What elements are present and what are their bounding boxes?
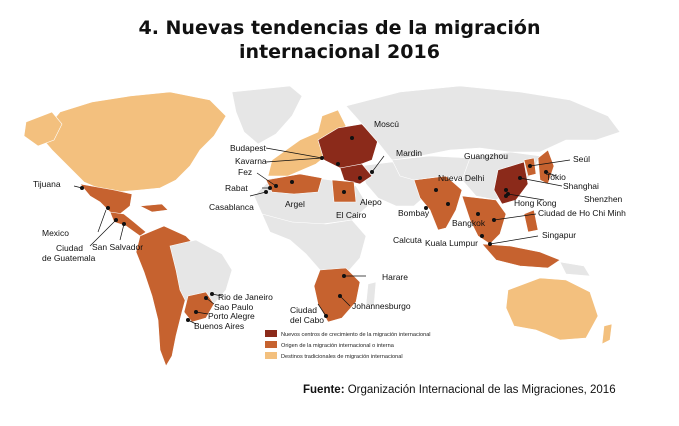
south-asia bbox=[413, 175, 463, 231]
label-bangkok: Bangkok bbox=[452, 218, 486, 228]
label-calcuta: Calcuta bbox=[393, 235, 422, 245]
label-mexico: Mexico bbox=[42, 228, 69, 238]
label-shenzhen: Shenzhen bbox=[584, 194, 623, 204]
title-line-1: 4. Nuevas tendencias de la migración bbox=[138, 17, 541, 39]
legend-swatch-origin bbox=[265, 341, 277, 348]
title-line-2: internacional 2016 bbox=[239, 41, 440, 63]
label-argel: Argel bbox=[285, 199, 305, 209]
north-america bbox=[39, 91, 227, 193]
label-el-cairo: El Cairo bbox=[336, 210, 367, 220]
label-alepo: Alepo bbox=[360, 197, 382, 207]
marker-calcuta bbox=[446, 202, 450, 206]
label-tokio: Tokio bbox=[546, 172, 566, 182]
label-casablanca: Casablanca bbox=[209, 202, 254, 212]
southeast-asia bbox=[461, 195, 507, 245]
central-africa bbox=[261, 213, 367, 281]
legend-label-origin: Origen de la migración internacional o i… bbox=[281, 343, 395, 349]
legend-label-new-centers: Nuevos centros de crecimiento de la migr… bbox=[281, 332, 431, 338]
marker-moscu bbox=[350, 136, 354, 140]
label-seul: Seúl bbox=[573, 154, 590, 164]
label-harare: Harare bbox=[382, 272, 408, 282]
japan bbox=[537, 149, 555, 185]
source-text: Organización Internacional de las Migrac… bbox=[347, 384, 616, 396]
maghreb bbox=[265, 173, 323, 195]
label-kuala-lumpur: Kuala Lumpur bbox=[425, 238, 478, 248]
australia bbox=[505, 277, 599, 341]
europe-east bbox=[317, 123, 379, 169]
china-east bbox=[493, 161, 529, 205]
syria-turkey bbox=[339, 163, 373, 185]
papua bbox=[559, 261, 591, 277]
marker-bangkok bbox=[476, 212, 480, 216]
madagascar bbox=[365, 281, 377, 307]
label-moscu: Moscú bbox=[374, 119, 399, 129]
marker-kuala-lumpur bbox=[480, 234, 484, 238]
marker-shenzhen bbox=[504, 194, 508, 198]
label-buenos-aires: Buenos Aires bbox=[194, 321, 244, 331]
central-america bbox=[109, 211, 147, 237]
legend-label-traditional: Destinos tradicionales de migración inte… bbox=[281, 354, 403, 360]
label-tijuana: Tijuana bbox=[33, 179, 61, 189]
southern-africa bbox=[313, 267, 361, 323]
legend-swatch-new-centers bbox=[265, 330, 277, 337]
label-ciudad-del-cabo: Ciudad del Cabo bbox=[290, 305, 324, 325]
marker-alepo bbox=[358, 176, 362, 180]
label-shanghai: Shanghai bbox=[563, 181, 599, 191]
marker-bombay bbox=[424, 206, 428, 210]
label-budapest: Budapest bbox=[230, 143, 267, 153]
label-johannesburgo: Johannesburgo bbox=[352, 301, 411, 311]
marker-guangzhou bbox=[504, 188, 508, 192]
label-kavarna: Kavarna bbox=[235, 156, 267, 166]
label-rabat: Rabat bbox=[225, 183, 248, 193]
marker-argel bbox=[290, 180, 294, 184]
marker-kavarna bbox=[336, 162, 340, 166]
label-ho-chi-minh: Ciudad de Ho Chi Minh bbox=[538, 208, 626, 218]
label-fez: Fez bbox=[238, 167, 252, 177]
label-san-salvador: San Salvador bbox=[92, 242, 143, 252]
label-sao-paulo: Sao Paulo bbox=[214, 302, 253, 312]
marker-mexico bbox=[106, 206, 110, 210]
marker-el-cairo bbox=[342, 190, 346, 194]
caribbean bbox=[138, 203, 169, 213]
label-mardin: Mardin bbox=[396, 148, 422, 158]
source-note: Fuente: Organización Internacional de la… bbox=[303, 384, 616, 396]
label-singapur: Singapur bbox=[542, 230, 576, 240]
philippines bbox=[523, 209, 539, 233]
label-bombay: Bombay bbox=[398, 208, 430, 218]
marker-nueva-delhi bbox=[434, 188, 438, 192]
label-hong-kong: Hong Kong bbox=[514, 198, 557, 208]
russia bbox=[345, 85, 621, 161]
source-label: Fuente: bbox=[303, 384, 345, 396]
label-ciudad-guatemala: Ciudad de Guatemala bbox=[42, 243, 96, 263]
legend: Nuevos centros de crecimiento de la migr… bbox=[265, 330, 431, 360]
alaska bbox=[23, 111, 63, 147]
label-guangzhou: Guangzhou bbox=[464, 151, 508, 161]
legend-swatch-traditional bbox=[265, 352, 277, 359]
indonesia bbox=[481, 243, 561, 269]
europe-west bbox=[267, 109, 347, 177]
greenland bbox=[231, 85, 303, 145]
leader-lines bbox=[73, 147, 571, 325]
label-rio: Rio de Janeiro bbox=[218, 292, 273, 302]
map-title: 4. Nuevas tendencias de la migración int… bbox=[0, 16, 679, 64]
label-porto-alegre: Porto Alegre bbox=[208, 311, 255, 321]
new-zealand bbox=[601, 323, 613, 345]
label-nueva-delhi: Nueva Delhi bbox=[438, 173, 484, 183]
